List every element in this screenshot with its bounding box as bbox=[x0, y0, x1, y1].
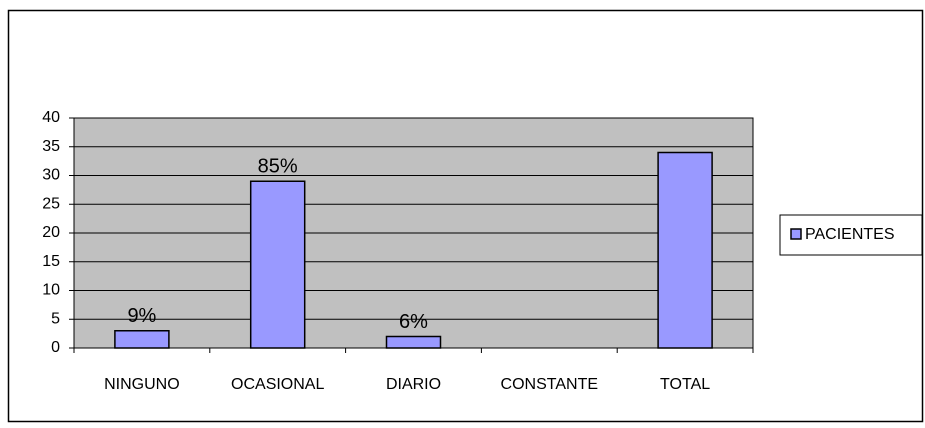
x-tick-label: NINGUNO bbox=[104, 376, 180, 393]
data-label: 6% bbox=[399, 311, 428, 333]
y-tick-label: 5 bbox=[51, 310, 60, 327]
x-tick-label: TOTAL bbox=[660, 376, 710, 393]
bar bbox=[657, 151, 713, 349]
y-tick-label: 40 bbox=[42, 109, 60, 126]
x-tick-label: OCASIONAL bbox=[231, 376, 324, 393]
y-tick-label: 20 bbox=[42, 224, 60, 241]
bar bbox=[249, 180, 306, 349]
bar bbox=[385, 335, 442, 349]
x-tick-label: DIARIO bbox=[386, 376, 441, 393]
bar bbox=[114, 330, 170, 349]
legend-swatch bbox=[790, 228, 802, 240]
legend-box bbox=[779, 214, 923, 256]
y-tick-label: 10 bbox=[42, 282, 60, 299]
y-tick-label: 15 bbox=[42, 253, 60, 270]
y-tick-label: 0 bbox=[51, 339, 60, 356]
y-tick-label: 30 bbox=[42, 167, 60, 184]
data-label: 9% bbox=[127, 305, 156, 327]
legend-label: PACIENTES bbox=[805, 226, 895, 243]
data-label: 85% bbox=[258, 156, 298, 178]
x-tick-label: CONSTANTE bbox=[501, 376, 598, 393]
y-tick-label: 25 bbox=[42, 195, 60, 212]
y-tick-label: 35 bbox=[42, 138, 60, 155]
